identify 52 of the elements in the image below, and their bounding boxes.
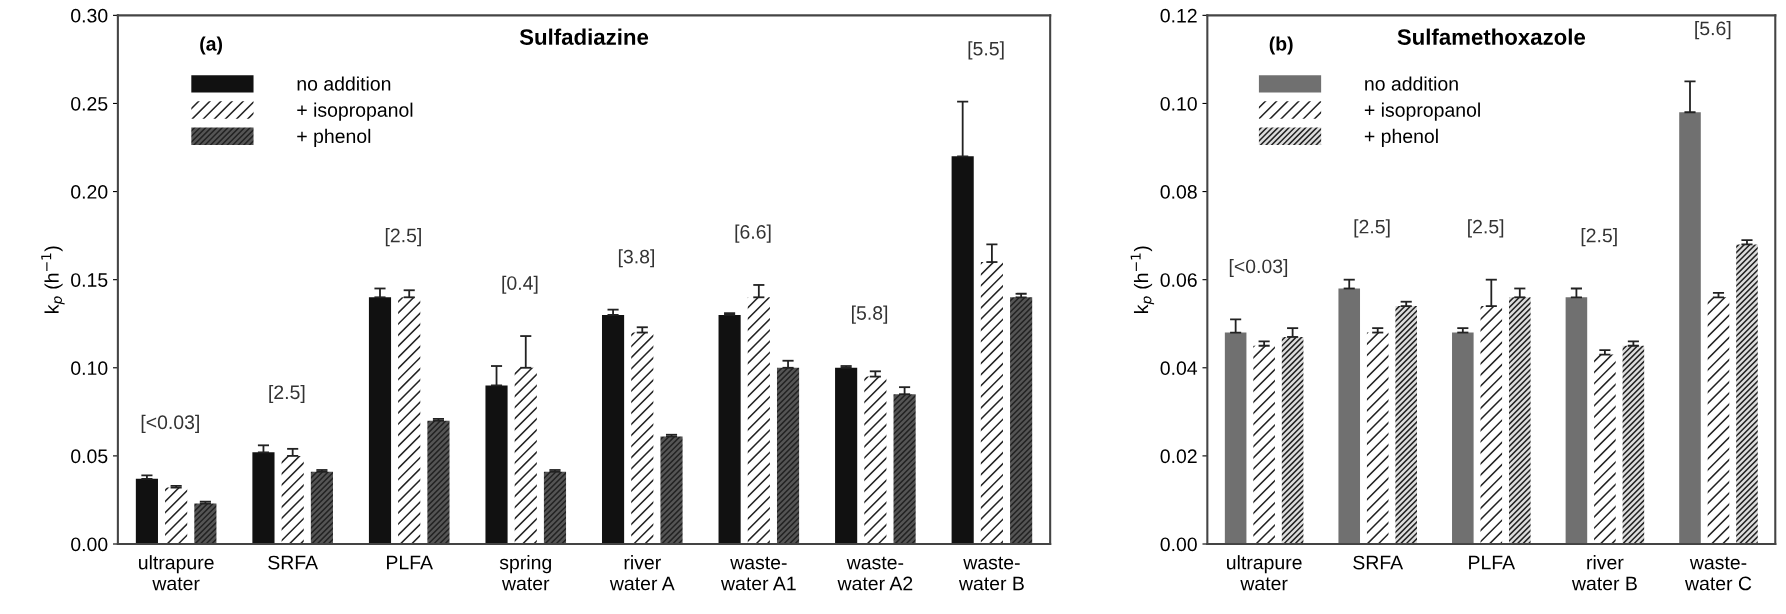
annotation: [2.5]	[1581, 228, 1617, 247]
x-tick-label: waste- water C	[1684, 556, 1752, 591]
y-tick-label: 0.08	[1160, 185, 1197, 199]
x-tick-label: waste- water A1	[720, 556, 796, 591]
x-tick-label: waste- water A2	[837, 556, 913, 591]
legend-label: no addition	[1365, 76, 1458, 91]
annotation: [<0.03]	[1229, 258, 1288, 278]
annotation: [3.8]	[618, 249, 654, 268]
y-tick-label: 0.00	[71, 537, 108, 552]
y-tick-label: 0.05	[71, 449, 108, 464]
legend-label: no addition	[297, 76, 391, 91]
y-tick-label: 0.15	[71, 273, 108, 287]
x-tick-label: SRFA	[1353, 555, 1404, 570]
y-axis-title: k$_{p}$ (h$^{−1}$)	[1130, 246, 1155, 313]
annotation: [5.5]	[968, 41, 1004, 60]
y-tick-label: 0.06	[1160, 273, 1197, 287]
annotation: [0.4]	[502, 275, 538, 294]
x-tick-label: river water B	[1571, 555, 1637, 591]
y-tick-label: 0.10	[1160, 96, 1197, 111]
legend-label: + isopropanol	[1364, 102, 1480, 121]
x-tick-label: ultrapure water	[1227, 555, 1302, 591]
x-tick-label: river water A	[609, 555, 675, 591]
annotation: [2.5]	[1468, 219, 1504, 238]
chart-title: Sulfadiazine	[519, 28, 649, 45]
annotation: [2.5]	[385, 228, 421, 247]
y-tick-label: 0.04	[1160, 361, 1198, 376]
y-tick-label: 0.10	[71, 361, 108, 376]
legend-label: + phenol	[1364, 128, 1438, 147]
annotation: [6.6]	[735, 224, 771, 243]
y-tick-label: 0.25	[71, 96, 108, 111]
y-tick-label: 0.30	[71, 8, 108, 23]
y-axis-title: k$_{p}$ (h$^{−1}$)	[41, 246, 65, 313]
chart-title: Sulfamethoxazole	[1397, 28, 1586, 45]
x-tick-label: PLFA	[1469, 555, 1516, 570]
legend-label: + isopropanol	[297, 102, 413, 121]
x-tick-label: ultrapure water	[139, 555, 214, 591]
x-tick-label: waste- water B	[958, 556, 1024, 591]
annotation: (b)	[1269, 36, 1293, 55]
annotation: [<0.03]	[141, 414, 199, 433]
y-tick-label: 0.02	[1160, 449, 1197, 464]
annotation: [5.8]	[852, 305, 888, 324]
y-tick-label: 0.12	[1160, 8, 1197, 23]
annotation: [5.6]	[1695, 21, 1731, 40]
x-tick-label: SRFA	[268, 555, 319, 570]
x-tick-label: spring water	[499, 555, 551, 591]
y-tick-label: 0.00	[1160, 537, 1197, 552]
annotation: [2.5]	[269, 384, 305, 404]
annotation: [2.5]	[1354, 219, 1390, 238]
y-tick-label: 0.20	[71, 185, 108, 199]
legend-label: + phenol	[297, 128, 371, 147]
x-tick-label: PLFA	[387, 555, 433, 570]
annotation: (a)	[200, 36, 223, 55]
